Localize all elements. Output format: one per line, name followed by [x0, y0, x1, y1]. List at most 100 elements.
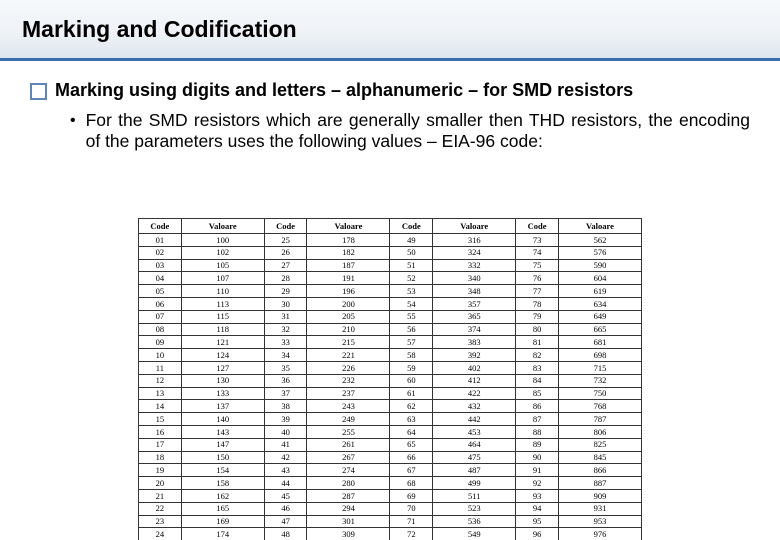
table-cell: 806 — [558, 425, 641, 438]
table-cell: 41 — [264, 438, 307, 451]
table-cell: 768 — [558, 400, 641, 413]
table-cell: 55 — [390, 310, 433, 323]
table-cell: 261 — [307, 438, 390, 451]
table-cell: 37 — [264, 387, 307, 400]
table-cell: 499 — [433, 477, 516, 490]
table-cell: 03 — [139, 259, 182, 272]
dot-bullet-icon: • — [70, 112, 76, 130]
sub-bullet-1-row: • For the SMD resistors which are genera… — [70, 110, 750, 153]
table-cell: 17 — [139, 438, 182, 451]
table-cell: 31 — [264, 310, 307, 323]
table-row: 14137382436243286768 — [139, 400, 642, 413]
table-cell: 931 — [558, 502, 641, 515]
table-cell: 76 — [516, 272, 559, 285]
table-cell: 32 — [264, 323, 307, 336]
table-row: 19154432746748791866 — [139, 464, 642, 477]
table-cell: 196 — [307, 285, 390, 298]
table-cell: 523 — [433, 502, 516, 515]
table-header-cell: Code — [264, 219, 307, 234]
table-cell: 115 — [181, 310, 264, 323]
table-row: 10124342215839282698 — [139, 349, 642, 362]
table-cell: 187 — [307, 259, 390, 272]
table-body: 0110025178493167356202102261825032474576… — [139, 234, 642, 540]
slide-title: Marking and Codification — [22, 16, 297, 43]
table-header-cell: Valoare — [307, 219, 390, 234]
eia-table-wrap: CodeValoareCodeValoareCodeValoareCodeVal… — [138, 218, 642, 540]
table-cell: 953 — [558, 515, 641, 528]
table-cell: 90 — [516, 451, 559, 464]
table-cell: 549 — [433, 528, 516, 540]
table-cell: 267 — [307, 451, 390, 464]
table-cell: 604 — [558, 272, 641, 285]
table-cell: 26 — [264, 246, 307, 259]
table-header-cell: Valoare — [558, 219, 641, 234]
table-cell: 205 — [307, 310, 390, 323]
table-header-cell: Code — [516, 219, 559, 234]
bullet-1-text: Marking using digits and letters – alpha… — [55, 80, 750, 102]
table-cell: 39 — [264, 413, 307, 426]
table-header-cell: Code — [390, 219, 433, 234]
table-cell: 44 — [264, 477, 307, 490]
table-cell: 71 — [390, 515, 433, 528]
table-cell: 81 — [516, 336, 559, 349]
table-cell: 21 — [139, 489, 182, 502]
table-cell: 243 — [307, 400, 390, 413]
table-cell: 28 — [264, 272, 307, 285]
table-cell: 48 — [264, 528, 307, 540]
table-row: 13133372376142285750 — [139, 387, 642, 400]
table-row: 06113302005435778634 — [139, 297, 642, 310]
table-cell: 287 — [307, 489, 390, 502]
table-cell: 54 — [390, 297, 433, 310]
table-cell: 27 — [264, 259, 307, 272]
table-cell: 15 — [139, 413, 182, 426]
table-cell: 29 — [264, 285, 307, 298]
table-cell: 698 — [558, 349, 641, 362]
table-cell: 87 — [516, 413, 559, 426]
table-cell: 67 — [390, 464, 433, 477]
table-cell: 69 — [390, 489, 433, 502]
table-cell: 05 — [139, 285, 182, 298]
table-cell: 511 — [433, 489, 516, 502]
table-cell: 162 — [181, 489, 264, 502]
table-cell: 475 — [433, 451, 516, 464]
table-cell: 30 — [264, 297, 307, 310]
table-cell: 154 — [181, 464, 264, 477]
table-cell: 787 — [558, 413, 641, 426]
table-cell: 59 — [390, 361, 433, 374]
square-bullet-icon — [30, 83, 47, 100]
table-header-cell: Valoare — [181, 219, 264, 234]
table-cell: 04 — [139, 272, 182, 285]
table-row: 16143402556445388806 — [139, 425, 642, 438]
table-cell: 64 — [390, 425, 433, 438]
table-cell: 392 — [433, 349, 516, 362]
table-cell: 89 — [516, 438, 559, 451]
table-row: 07115312055536579649 — [139, 310, 642, 323]
table-cell: 294 — [307, 502, 390, 515]
table-cell: 43 — [264, 464, 307, 477]
table-cell: 16 — [139, 425, 182, 438]
table-cell: 79 — [516, 310, 559, 323]
table-cell: 84 — [516, 374, 559, 387]
table-cell: 412 — [433, 374, 516, 387]
table-cell: 825 — [558, 438, 641, 451]
table-cell: 22 — [139, 502, 182, 515]
table-cell: 58 — [390, 349, 433, 362]
table-cell: 36 — [264, 374, 307, 387]
table-cell: 365 — [433, 310, 516, 323]
table-cell: 94 — [516, 502, 559, 515]
table-cell: 100 — [181, 234, 264, 247]
table-row: 23169473017153695953 — [139, 515, 642, 528]
table-row: 18150422676647590845 — [139, 451, 642, 464]
table-cell: 169 — [181, 515, 264, 528]
table-cell: 01 — [139, 234, 182, 247]
table-cell: 442 — [433, 413, 516, 426]
table-cell: 19 — [139, 464, 182, 477]
table-cell: 33 — [264, 336, 307, 349]
table-cell: 93 — [516, 489, 559, 502]
table-row: 21162452876951193909 — [139, 489, 642, 502]
table-header-cell: Code — [139, 219, 182, 234]
table-cell: 78 — [516, 297, 559, 310]
table-cell: 274 — [307, 464, 390, 477]
table-cell: 14 — [139, 400, 182, 413]
table-cell: 11 — [139, 361, 182, 374]
